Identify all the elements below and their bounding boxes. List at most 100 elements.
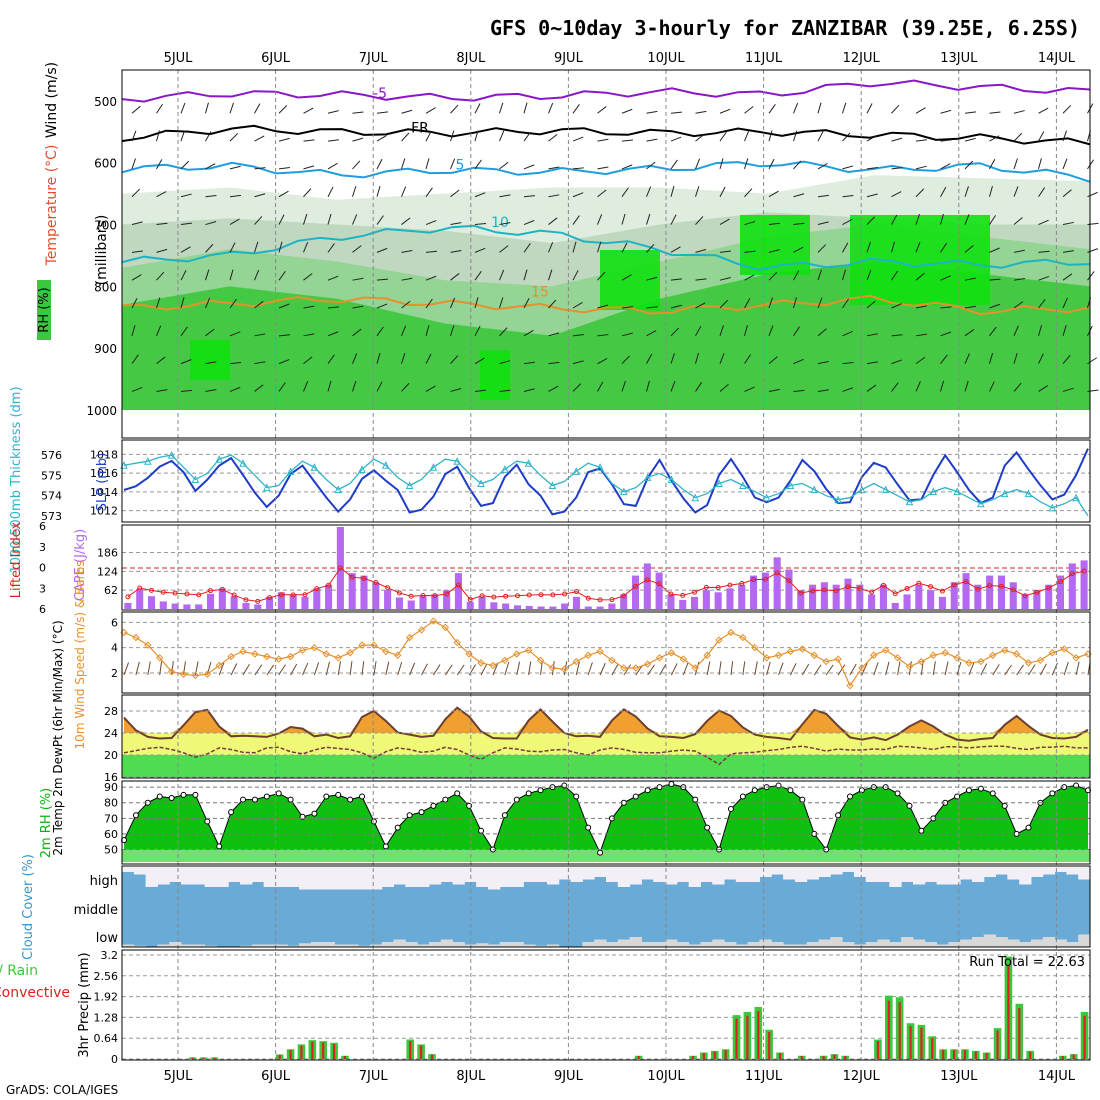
thickness-point xyxy=(715,479,723,488)
precip-convective-bar xyxy=(757,1011,760,1059)
wind-10m-barb xyxy=(528,661,532,676)
wind-barb xyxy=(719,353,725,364)
cloud-low-bar xyxy=(310,942,324,947)
cloud-high-gap xyxy=(428,867,442,885)
cloud-high-gap xyxy=(369,867,383,890)
wind-barb xyxy=(254,103,261,114)
wind-barb xyxy=(866,103,873,114)
wind-barb xyxy=(205,221,217,226)
wind-barb xyxy=(523,298,530,309)
cloud-high-gap xyxy=(558,867,572,880)
cloud-high-gap xyxy=(310,867,324,890)
wind-barb xyxy=(964,244,974,253)
wind-tick-6: 6 xyxy=(111,616,118,629)
wind-barb xyxy=(278,334,290,337)
wind-barb xyxy=(1013,249,1025,253)
cloud-low-bar xyxy=(936,944,949,947)
wind-barb xyxy=(352,277,364,281)
cape-bar xyxy=(478,596,486,609)
lifted-index-point xyxy=(231,592,237,598)
precip-convective-bar xyxy=(420,1045,423,1059)
lifted-index-point xyxy=(538,592,544,598)
precip-convective-bar xyxy=(768,1032,771,1059)
lifted-index-point xyxy=(928,584,934,590)
wind-barb xyxy=(156,248,168,253)
wind-barb xyxy=(646,110,658,114)
li-tick--3: 3 xyxy=(39,541,46,554)
cape-bar xyxy=(690,596,699,609)
cloud-high-gap xyxy=(1007,867,1020,880)
thickness-point xyxy=(548,481,557,490)
cape-bar xyxy=(714,592,722,609)
wind-barb xyxy=(425,131,432,142)
cloud-high-gap xyxy=(936,867,949,885)
frame-precip xyxy=(121,949,1091,1061)
upper-y-tick-900: 900 xyxy=(94,342,117,356)
lifted-index-point xyxy=(444,591,450,597)
wind-barb xyxy=(1062,250,1074,253)
cape-bar xyxy=(785,569,793,609)
precip-convective-bar xyxy=(985,1053,988,1059)
wind-barb xyxy=(303,273,313,281)
wind-10m-barb xyxy=(1063,662,1069,676)
wind-speed-point xyxy=(298,646,307,654)
wind-barb xyxy=(940,331,952,337)
cloud-low-bar xyxy=(1066,942,1079,947)
wind-barb xyxy=(989,185,993,197)
wind-barb xyxy=(964,353,970,364)
wind-barb xyxy=(989,278,1001,281)
cloud-low-bar xyxy=(181,944,194,947)
wind-barb xyxy=(254,167,266,170)
wind-speed-point xyxy=(310,643,319,652)
wind-barb xyxy=(401,277,413,281)
cape-bar xyxy=(537,606,545,609)
wind-barb xyxy=(1013,352,1018,364)
cloud-high-gap xyxy=(865,867,879,882)
lifted-index-point xyxy=(680,592,686,598)
cape-bar xyxy=(761,572,769,609)
wind-speed-point xyxy=(584,651,592,659)
wind-speed-point xyxy=(941,649,949,657)
wind-barb xyxy=(597,214,603,225)
thickness-point xyxy=(834,495,842,504)
rh-point xyxy=(240,796,247,803)
thickness-point xyxy=(810,485,819,494)
wind-10m-barb xyxy=(480,663,488,676)
precip-tick-0: 0 xyxy=(111,1053,118,1066)
wind-barb xyxy=(352,245,362,253)
wind-barb xyxy=(597,166,609,170)
lifted-index-point xyxy=(314,586,320,592)
rh-saturated-area-4 xyxy=(480,350,510,400)
wind-barb xyxy=(572,192,584,198)
date-grid-lines xyxy=(177,70,1057,1060)
cape-bar xyxy=(809,584,817,609)
wind-barb xyxy=(915,213,920,225)
lifted-index-point xyxy=(290,592,296,598)
wind-speed-point xyxy=(477,659,485,667)
wind-barb xyxy=(499,360,511,365)
wind-barb xyxy=(205,389,217,392)
wind-barb xyxy=(646,243,655,253)
wind-barb xyxy=(842,330,853,337)
cloud-low-bar xyxy=(606,942,619,947)
wind-barb xyxy=(180,326,188,337)
rh-point xyxy=(1025,824,1032,831)
wind-barb xyxy=(327,354,335,364)
wind-barb xyxy=(474,103,481,114)
wind-speed-point xyxy=(275,655,283,663)
lifted-index-point xyxy=(656,581,662,587)
cloud-high-gap xyxy=(322,867,335,890)
wind-barb xyxy=(254,384,264,392)
temperature-contour-5 xyxy=(121,160,1091,183)
wind-barb xyxy=(695,186,700,197)
wind-barb xyxy=(695,278,707,281)
cloud-low-bar xyxy=(393,939,406,947)
wind-barb xyxy=(964,329,975,337)
wind-barb xyxy=(131,354,139,364)
wind-10m-barb xyxy=(433,664,441,676)
wind-barb xyxy=(940,139,952,142)
cloud-low-bar xyxy=(240,945,253,947)
wind-barb xyxy=(989,159,996,170)
lifted-index-point xyxy=(1022,593,1028,599)
thickness-point xyxy=(1000,489,1009,498)
